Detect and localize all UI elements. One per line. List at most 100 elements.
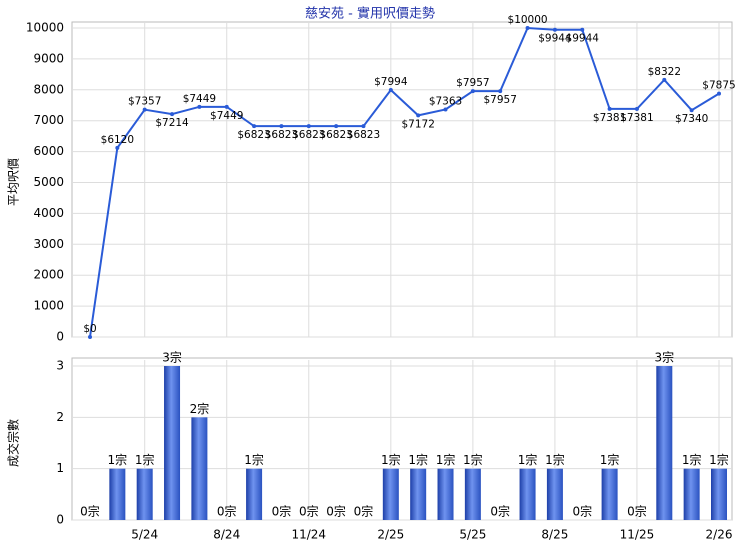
x-tick-label: 5/25 <box>459 528 486 542</box>
point <box>607 106 612 111</box>
data-label: 1宗 <box>408 452 428 467</box>
data-label: 1宗 <box>436 452 456 467</box>
bar <box>109 468 126 520</box>
data-label: $7214 <box>155 117 189 129</box>
point <box>252 124 257 129</box>
y-axis-label: 平均呎價 <box>7 158 21 206</box>
data-label: 0宗 <box>354 504 374 519</box>
plot-area <box>71 21 733 338</box>
data-label: 1宗 <box>545 452 565 467</box>
point <box>279 124 284 129</box>
bar <box>546 468 563 520</box>
data-label: 1宗 <box>108 452 128 467</box>
y-tick-label: 8000 <box>33 82 64 96</box>
bar <box>601 468 618 520</box>
bar <box>382 468 399 520</box>
data-label: 0宗 <box>272 504 292 519</box>
point <box>689 108 694 113</box>
point <box>552 27 557 32</box>
point <box>470 89 475 94</box>
data-label: 0宗 <box>490 504 510 519</box>
bar <box>464 468 481 520</box>
data-label: $6823 <box>319 129 352 141</box>
data-label: 2宗 <box>190 401 210 416</box>
chart-title: 慈安苑 - 實用呎價走勢 <box>305 6 435 22</box>
point <box>416 113 421 118</box>
y-tick-label: 0 <box>56 513 64 527</box>
data-label: $6823 <box>265 129 298 141</box>
y-tick-label: 3000 <box>33 237 64 251</box>
data-label: $7172 <box>401 118 434 130</box>
data-label: $7357 <box>128 96 161 108</box>
point <box>88 335 92 339</box>
bar <box>656 366 673 520</box>
data-label: 3宗 <box>654 350 674 365</box>
bar <box>410 468 427 520</box>
data-label: $8322 <box>648 66 681 78</box>
bar <box>246 468 263 520</box>
bar <box>191 417 208 520</box>
data-label: $6823 <box>237 129 270 141</box>
data-label: $7957 <box>456 77 489 89</box>
point <box>717 91 721 96</box>
x-tick-label: 11/24 <box>291 528 326 542</box>
y-tick-label: 1000 <box>33 299 64 313</box>
bar <box>136 468 153 520</box>
data-label: $7381 <box>620 112 653 124</box>
point <box>580 27 585 32</box>
x-tick-label: 2/26 <box>706 528 733 542</box>
y-tick-label: 1 <box>56 461 64 475</box>
point <box>634 106 639 111</box>
point <box>170 112 175 117</box>
data-label: 1宗 <box>518 452 538 467</box>
y-axis-label: 成交宗數 <box>6 419 21 467</box>
data-label: 0宗 <box>299 504 319 519</box>
y-tick-label: 2000 <box>33 268 64 282</box>
point <box>361 124 366 129</box>
point <box>498 89 503 94</box>
bar <box>437 468 454 520</box>
line <box>89 26 720 338</box>
data-label: $7994 <box>374 76 408 88</box>
x-tick-label: 5/24 <box>131 528 158 542</box>
point <box>224 104 229 109</box>
bar <box>711 468 727 520</box>
point <box>334 124 339 129</box>
data-label: 1宗 <box>463 452 483 467</box>
x-tick-label: 8/25 <box>541 528 568 542</box>
y-tick-label: 3 <box>56 359 64 373</box>
point <box>388 87 393 92</box>
data-label: $6823 <box>292 129 325 141</box>
data-label: $7340 <box>675 113 708 125</box>
data-label: 3宗 <box>162 350 182 365</box>
data-label: $0 <box>83 323 96 335</box>
data-label: 0宗 <box>627 504 647 519</box>
y-tick-label: 9000 <box>33 51 64 65</box>
data-label: 0宗 <box>326 504 346 519</box>
data-label: $6823 <box>347 129 380 141</box>
point <box>443 107 448 112</box>
point <box>306 124 311 129</box>
x-tick-label: 11/25 <box>620 528 655 542</box>
data-label: 0宗 <box>572 504 592 519</box>
data-label: 1宗 <box>244 452 264 467</box>
x-tick-label: 8/24 <box>213 528 240 542</box>
data-label: 1宗 <box>600 452 620 467</box>
data-label: $7875 <box>702 80 735 92</box>
data-label: $9944 <box>566 33 600 45</box>
data-label: $7363 <box>429 95 462 107</box>
point <box>115 145 120 150</box>
y-tick-label: 0 <box>56 330 64 344</box>
data-label: $7381 <box>593 112 626 124</box>
y-tick-label: 5000 <box>33 175 64 189</box>
data-label: 1宗 <box>682 452 702 467</box>
y-tick-label: 6000 <box>33 144 64 158</box>
data-label: 1宗 <box>381 452 401 467</box>
data-label: $10000 <box>508 14 548 26</box>
point <box>197 104 202 109</box>
y-tick-label: 2 <box>56 410 64 424</box>
data-label: $7449 <box>210 110 243 122</box>
data-label: $9944 <box>538 33 572 45</box>
y-tick-label: 4000 <box>33 206 64 220</box>
